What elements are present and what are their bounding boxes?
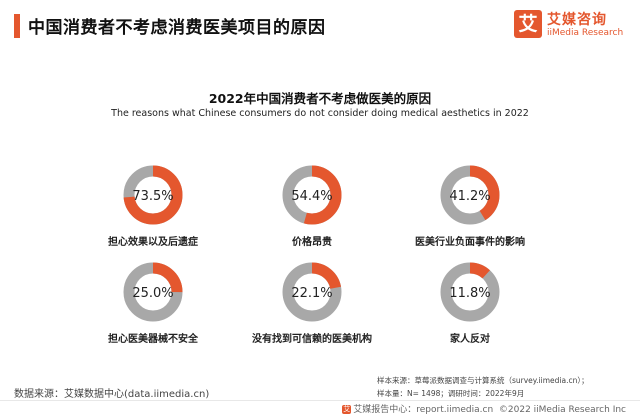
brand-name-en: iiMedia Research: [547, 28, 624, 38]
donut-value-arc: [282, 165, 342, 225]
brand-name-cn: 艾媒咨询: [547, 12, 607, 28]
donut-1: 73.5% 担心效果以及后遗症: [108, 165, 198, 248]
footer-divider: [0, 400, 640, 401]
donut-value-label: 41.2%: [449, 189, 490, 204]
donut-5: 22.1% 没有找到可信赖的医美机构: [252, 262, 372, 345]
donut-category-label: 医美行业负面事件的影响: [415, 235, 525, 248]
donut-value-arc: [282, 262, 342, 322]
donut-6: 11.8% 家人反对: [440, 262, 500, 345]
donut-value-label: 22.1%: [291, 286, 332, 301]
data-source: 数据来源：艾媒数据中心(data.iimedia.cn): [14, 389, 210, 400]
donut-value-label: 25.0%: [132, 286, 173, 301]
donut-3: 41.2% 医美行业负面事件的影响: [415, 165, 525, 248]
page-title: 中国消费者不考虑消费医美项目的原因: [28, 18, 326, 38]
brand-logo-icon: 艾: [514, 10, 542, 38]
donut-value-arc: [123, 262, 183, 322]
title-accent-bar: [14, 14, 20, 38]
donut-value-arc: [440, 165, 500, 225]
donut-2: 54.4% 价格昂贵: [282, 165, 342, 248]
donut-category-label: 价格昂贵: [292, 235, 332, 248]
donut-category-label: 担心医美器械不安全: [108, 332, 199, 345]
donut-value-label: 54.4%: [291, 189, 332, 204]
donut-value-label: 11.8%: [449, 286, 490, 301]
chart-title: 2022年中国消费者不考虑做医美的原因: [208, 91, 432, 106]
donut-4: 25.0% 担心医美器械不安全: [108, 262, 199, 345]
donut-value-arc: [440, 262, 500, 322]
donut-value-arc: [123, 165, 183, 225]
footer: 艾艾媒报告中心：report.iimedia.cn ©2022 iiMedia …: [342, 402, 626, 415]
footer-logo-icon: 艾: [342, 405, 352, 414]
donut-category-label: 家人反对: [450, 332, 490, 345]
chart-subtitle: The reasons what Chinese consumers do no…: [111, 108, 529, 119]
donut-category-label: 担心效果以及后遗症: [108, 235, 198, 248]
donut-value-label: 73.5%: [132, 189, 173, 204]
donut-category-label: 没有找到可信赖的医美机构: [252, 332, 372, 345]
sample-source-note: 样本来源：草莓派数据调查与计算系统（survey.iimedia.cn）；: [377, 376, 589, 385]
brand-logo: 艾 艾媒咨询 iiMedia Research: [514, 8, 626, 44]
copyright: ©2022 iiMedia Research Inc: [498, 405, 626, 415]
report-center-link[interactable]: 艾媒报告中心：report.iimedia.cn: [353, 405, 494, 415]
sample-size-note: 样本量：N= 1498；调研时间：2022年9月: [377, 389, 525, 398]
